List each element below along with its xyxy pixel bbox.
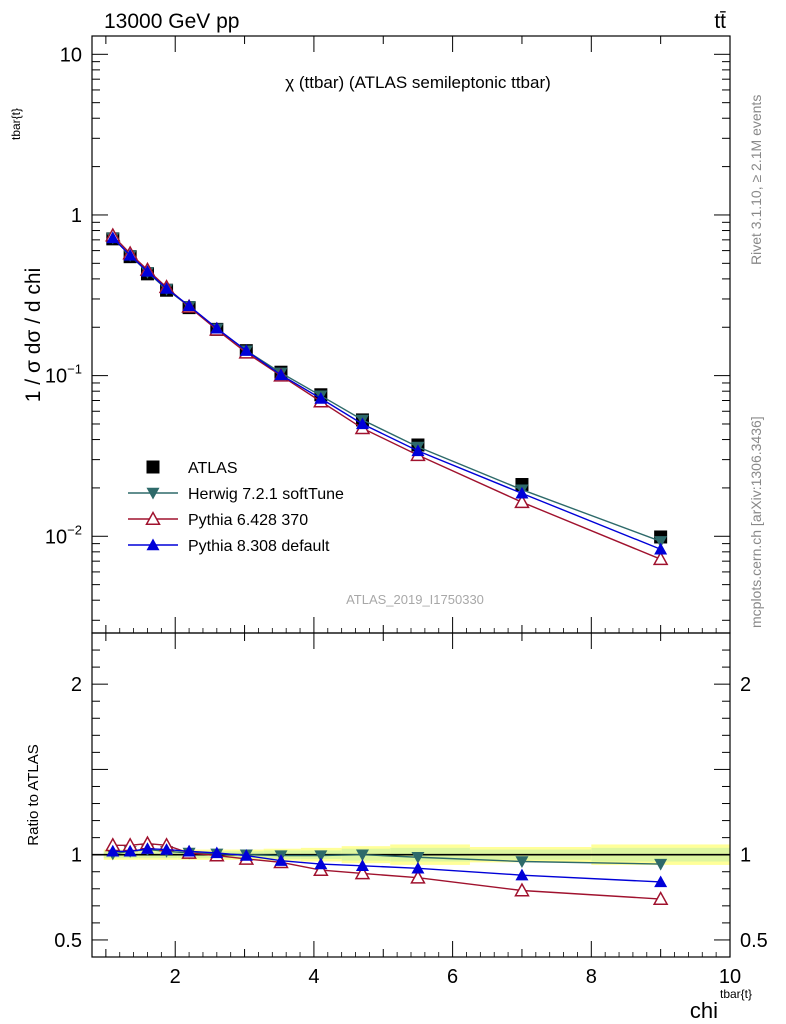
main-y-axis-label: 1 / σ dσ / d chi — [22, 268, 45, 402]
data-point — [410, 869, 426, 884]
data-point — [654, 875, 668, 888]
data-point — [239, 849, 253, 861]
data-point — [160, 843, 174, 855]
data-point — [210, 846, 224, 859]
data-point — [123, 844, 137, 857]
legend-marker — [146, 487, 160, 500]
data-point — [355, 859, 369, 871]
x-tick-label: 2 — [170, 966, 181, 988]
ratio-panel: 2 2 1 1 0.5 0.5 2 4 6 8 10 — [54, 632, 768, 988]
y-tick-label: 10−1 — [45, 362, 82, 388]
plot-title: χ (ttbar) (ATLAS semileptonic ttbar) — [285, 73, 551, 92]
ratio-y-tick-label: 2 — [71, 674, 82, 696]
data-point — [411, 444, 425, 457]
legend-label: Pythia 6.428 370 — [188, 512, 308, 529]
analysis-watermark: ATLAS_2019_I1750330 — [346, 592, 484, 607]
ratio-series-pythia-8-308-default — [106, 842, 668, 888]
legend-label: ATLAS — [188, 460, 238, 477]
data-point — [411, 852, 425, 864]
data-point — [314, 850, 328, 863]
data-point — [654, 858, 668, 871]
data-point — [140, 842, 154, 854]
legend-marker — [145, 510, 161, 525]
x-axis-label: chi — [690, 998, 718, 1023]
data-point — [210, 321, 224, 334]
legend-entry: Pythia 6.428 370 — [128, 510, 308, 529]
data-point — [515, 856, 529, 869]
data-point — [106, 231, 120, 244]
legend: ATLAS Herwig 7.2.1 softTune Pythia 6.428 3… — [128, 460, 344, 555]
legend-label: Herwig 7.2.1 softTune — [188, 486, 344, 503]
data-point — [411, 861, 425, 874]
data-point — [106, 844, 120, 857]
ratio-y-tick-label: 1 — [71, 845, 82, 867]
ratio-y-tick-label-right: 0.5 — [740, 930, 768, 952]
x-tick-label: 6 — [447, 966, 458, 988]
ratio-panel-frame — [91, 632, 731, 958]
ratio-y-tick-label-right: 1 — [740, 845, 751, 867]
legend-entry: Pythia 8.308 default — [128, 538, 330, 555]
data-point — [182, 844, 196, 857]
data-point — [654, 536, 668, 548]
data-point — [354, 865, 371, 880]
mcplots-credit: mcplots.cern.ch [arXiv:1306.3436] — [748, 416, 764, 628]
x-axis-label-sup: tbar{t} — [720, 987, 752, 1001]
data-point — [182, 299, 196, 312]
x-tick-label: 4 — [308, 966, 319, 988]
rivet-version: Rivet 3.1.10, ≥ 2.1M events — [748, 95, 764, 265]
data-point — [313, 861, 329, 876]
data-point — [314, 857, 328, 870]
legend-marker — [146, 538, 160, 551]
x-tick-label: 8 — [586, 966, 597, 988]
y-tick-label: 1 — [71, 205, 82, 227]
data-point — [515, 868, 529, 881]
x-tick-label: 10 — [719, 966, 741, 988]
data-point — [123, 248, 137, 261]
data-point — [274, 368, 288, 381]
main-series-pythia-8-308-default — [106, 231, 668, 555]
y-tick-label: 10 — [60, 44, 82, 66]
legend-entry: Herwig 7.2.1 softTune — [128, 486, 344, 503]
ratio-y-tick-label-right: 2 — [740, 674, 751, 696]
data-point — [514, 882, 530, 897]
data-point — [140, 264, 154, 277]
data-point — [355, 849, 369, 862]
data-point — [514, 494, 530, 509]
data-point — [355, 417, 369, 430]
legend-marker — [146, 460, 160, 474]
data-point — [515, 486, 529, 499]
y-tick-label: 10−2 — [45, 522, 82, 548]
data-point — [654, 542, 668, 555]
legend-entry: ATLAS — [146, 460, 238, 477]
main-y-axis-label-sup: tbar{t} — [9, 108, 23, 140]
ratio-y-axis-label: Ratio to ATLAS — [25, 744, 42, 845]
header-energy: 13000 GeV pp — [104, 10, 239, 33]
header-process: tt̄ — [714, 10, 726, 33]
main-panel: 10 1 10−1 10−2 — [45, 35, 731, 634]
data-point — [160, 282, 174, 294]
data-point — [274, 854, 288, 866]
data-point — [239, 344, 253, 356]
data-point — [652, 551, 669, 566]
data-point — [314, 392, 328, 404]
ratio-y-tick-label: 0.5 — [54, 930, 82, 952]
legend-label: Pythia 8.308 default — [188, 538, 330, 555]
data-point — [652, 890, 669, 905]
